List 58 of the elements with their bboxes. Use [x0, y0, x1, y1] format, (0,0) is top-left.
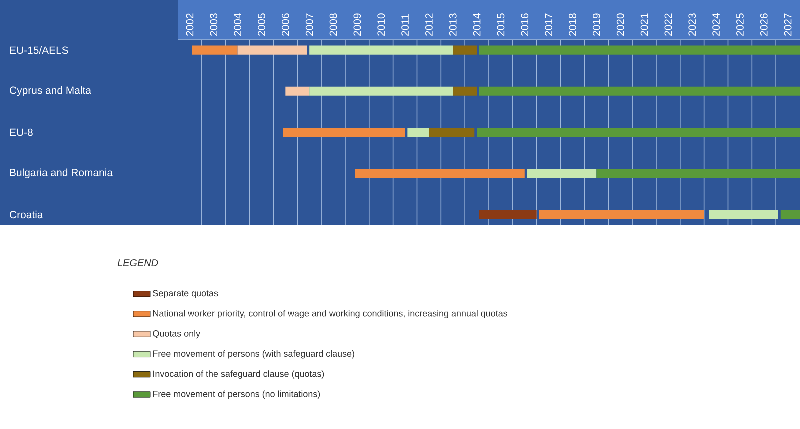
- bar: [286, 86, 310, 96]
- x-tick-label: 2004: [234, 14, 242, 36]
- legend-label: National worker priority, control of wage and working conditions, increasing annual quotas: [153, 310, 508, 319]
- bar: [596, 169, 800, 178]
- bar: [709, 210, 778, 220]
- x-tick-label: 2025: [736, 14, 744, 36]
- x-tick-label: 2008: [330, 14, 338, 36]
- x-tick-label: 2027: [784, 14, 792, 36]
- x-tick-label: 2020: [616, 14, 624, 36]
- legend-label: Quotas only: [153, 330, 201, 339]
- bar: [355, 169, 525, 178]
- x-tick-label: 2014: [473, 14, 481, 36]
- x-tick-label: 2005: [258, 14, 266, 36]
- bar: [310, 46, 454, 55]
- bar: [479, 210, 537, 220]
- bar: [780, 210, 800, 220]
- x-tick-label: 2009: [354, 14, 362, 36]
- y-tick-label: Cyprus and Malta: [10, 86, 92, 96]
- legend-label: Invocation of the safeguard clause (quotas): [154, 370, 324, 379]
- y-tick-label: Bulgaria and Romania: [10, 168, 113, 178]
- bar: [192, 46, 238, 55]
- bar: [408, 128, 430, 138]
- bar: [453, 86, 478, 96]
- x-tick-label: 2018: [569, 14, 576, 36]
- bar: [453, 46, 478, 55]
- x-tick-label: 2017: [545, 14, 553, 36]
- bar: [238, 46, 308, 55]
- bar: [527, 169, 597, 178]
- x-tick-label: 2011: [402, 14, 409, 36]
- x-tick-label: 2006: [282, 14, 290, 36]
- x-tick-label: 2024: [712, 14, 720, 36]
- bar: [283, 128, 406, 138]
- legend-label: Free movement of persons (no limitations): [153, 390, 320, 400]
- x-tick-label: 2003: [210, 14, 218, 36]
- bar: [429, 128, 475, 138]
- bar: [310, 86, 454, 96]
- x-tick-label: 2015: [497, 14, 505, 36]
- x-tick-label: 2021: [640, 14, 648, 36]
- x-tick-label: 2012: [426, 14, 433, 36]
- bar: [477, 128, 800, 138]
- x-tick-label: 2010: [378, 14, 386, 36]
- x-tick-label: 2019: [592, 14, 600, 36]
- x-tick-label: 2026: [760, 14, 768, 36]
- legend-title: LEGEND: [118, 259, 158, 267]
- y-tick-label: Croatia: [10, 210, 44, 219]
- bar: [539, 210, 704, 220]
- y-tick-label: EU-8: [10, 128, 33, 136]
- bar: [479, 86, 800, 96]
- legend-label: Separate quotas: [153, 290, 218, 298]
- x-tick-label: 2023: [688, 14, 696, 36]
- x-tick-label: 2013: [449, 14, 457, 36]
- x-tick-label: 2007: [306, 14, 314, 36]
- y-tick-label: EU-15/AELS: [10, 46, 68, 54]
- bar: [479, 46, 800, 55]
- x-tick-label: 2002: [186, 14, 194, 36]
- legend-label: Free movement of persons (with safeguard clause): [153, 350, 354, 359]
- x-tick-label: 2022: [664, 14, 672, 36]
- x-tick-label: 2016: [521, 14, 529, 36]
